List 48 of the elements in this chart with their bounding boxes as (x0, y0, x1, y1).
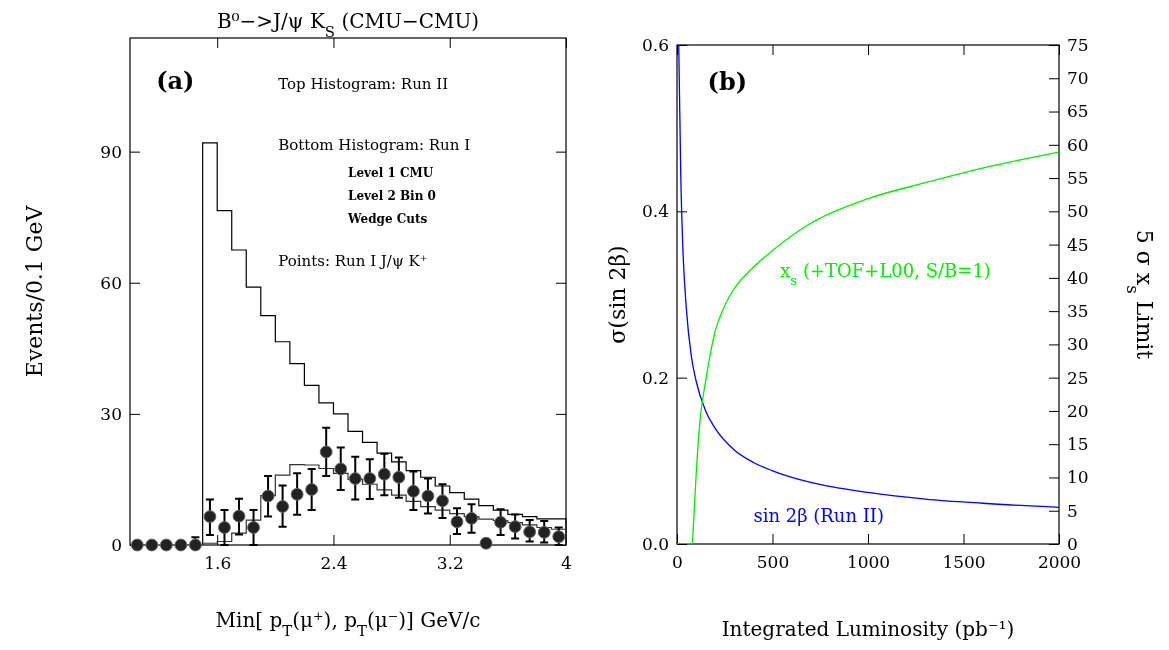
y2-tick-label: 75 (1067, 34, 1089, 55)
y-tick-label: 0.2 (641, 367, 669, 388)
annotation: Points: Run I J/ψ K⁺ (278, 252, 428, 271)
x-tick-label: 0 (672, 552, 683, 573)
annotation: (a) (156, 65, 195, 95)
y-tick-label: 0 (111, 534, 122, 555)
series-label: x$_{s}$ (+TOF+L00, S/B=1) (780, 260, 991, 289)
x-axis-title: Integrated Luminosity (pb⁻¹) (721, 617, 1015, 641)
y2-tick-label: 10 (1067, 467, 1089, 488)
annotation: Top Histogram: Run II (278, 74, 449, 93)
x-tick-label: 4 (561, 553, 572, 574)
y2-tick-label: 40 (1067, 267, 1089, 288)
annotation: (b) (707, 66, 748, 96)
annotation: Level 2 Bin 0 (348, 189, 436, 204)
y-tick-label: 30 (100, 403, 122, 424)
y2-tick-label: 30 (1067, 334, 1089, 355)
y2-tick-label: 35 (1067, 301, 1089, 322)
y2-tick-label: 0 (1067, 533, 1078, 554)
chart-title: B⁰−>J/ψ K$_{S}$ (CMU−CMU) (216, 9, 480, 41)
annotation: Bottom Histogram: Run I (278, 135, 471, 154)
x-axis-title: Min[ p$_{T}$(μ⁺), p$_{T}$(μ⁻)] GeV/c (215, 608, 481, 640)
annotation: Level 1 CMU (348, 166, 434, 181)
y2-tick-label: 55 (1067, 168, 1089, 189)
x-tick-label: 3.2 (436, 553, 464, 574)
x-tick-label: 2.4 (320, 553, 348, 574)
y2-tick-label: 15 (1067, 434, 1089, 455)
y2-tick-label: 65 (1067, 101, 1089, 122)
y-tick-label: 90 (100, 141, 122, 162)
series-label: sin 2β (Run II) (753, 504, 885, 526)
x-tick-label: 1500 (942, 552, 986, 573)
y-tick-label: 0.4 (641, 201, 669, 222)
x-tick-label: 500 (756, 552, 790, 573)
y2-tick-label: 70 (1067, 68, 1089, 89)
x-tick-label: 1.6 (204, 553, 232, 574)
annotation: Wedge Cuts (347, 212, 428, 227)
x-tick-label: 2000 (1037, 552, 1082, 573)
y-tick-label: 0.6 (641, 34, 669, 55)
y2-tick-label: 45 (1067, 234, 1089, 255)
y2-tick-label: 50 (1067, 201, 1089, 222)
y-axis-title: σ(sin 2β) (605, 245, 630, 344)
y2-tick-label: 25 (1067, 367, 1089, 388)
y-tick-label: 60 (100, 272, 122, 293)
y-tick-label: 0.0 (641, 533, 669, 554)
x-tick-label: 1000 (846, 552, 891, 573)
y2-tick-label: 60 (1067, 134, 1089, 155)
y2-tick-label: 5 (1067, 500, 1078, 521)
y2-tick-label: 20 (1067, 400, 1089, 421)
y-axis-title: Events/0.1 GeV (22, 204, 47, 378)
